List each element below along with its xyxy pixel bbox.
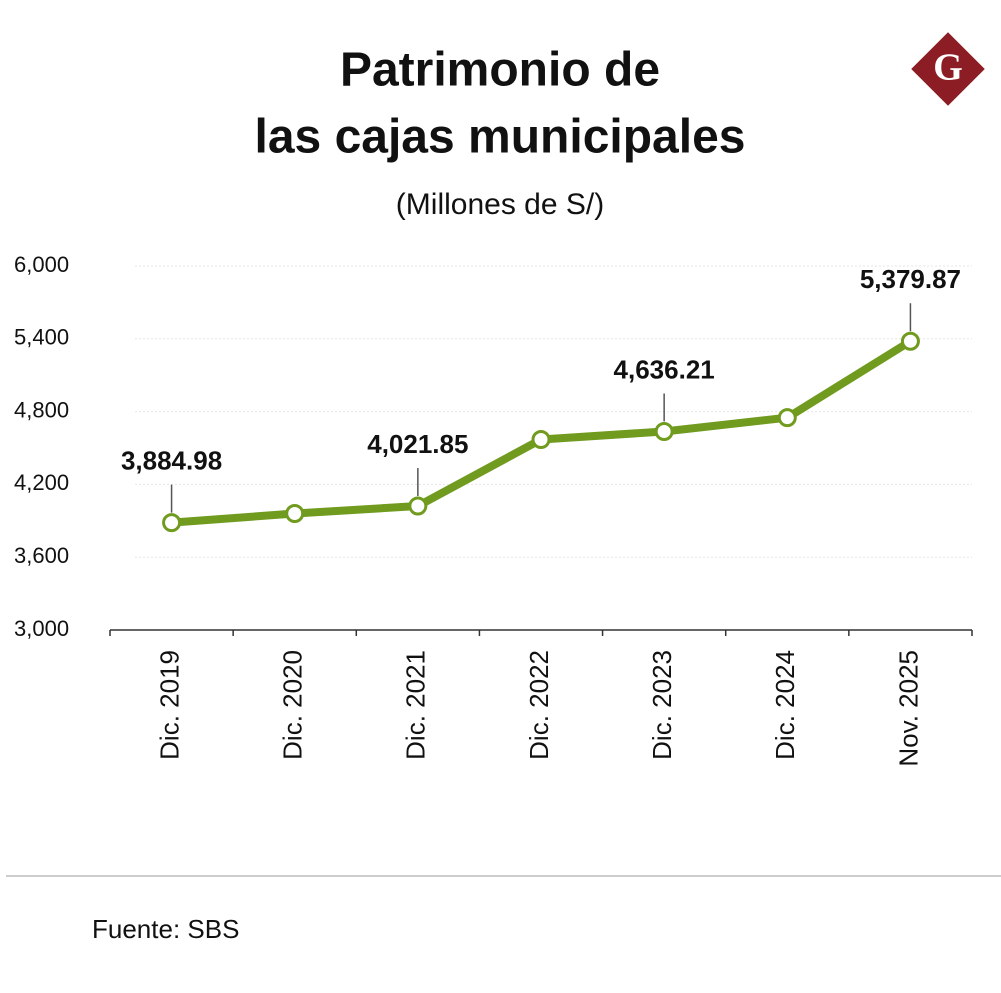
data-point bbox=[777, 408, 797, 428]
x-tick-label: Dic. 2019 bbox=[154, 650, 184, 760]
x-tick-label: Dic. 2020 bbox=[278, 650, 308, 760]
value-label: 3,884.98 bbox=[121, 445, 222, 475]
x-tick-label: Nov. 2025 bbox=[893, 650, 923, 767]
data-point bbox=[408, 496, 428, 516]
value-label: 5,379.87 bbox=[860, 264, 961, 294]
chart-subtitle: (Millones de S/) bbox=[396, 188, 604, 221]
x-tick-label: Dic. 2023 bbox=[647, 650, 677, 760]
x-tick-label: Dic. 2022 bbox=[524, 650, 554, 760]
data-point bbox=[285, 504, 305, 524]
data-point bbox=[900, 331, 920, 351]
y-tick-label: 4,800 bbox=[14, 397, 69, 422]
y-tick-label: 6,000 bbox=[14, 252, 69, 277]
y-tick-label: 3,000 bbox=[14, 616, 69, 641]
value-label: 4,021.85 bbox=[367, 429, 468, 459]
data-point bbox=[162, 513, 182, 533]
logo: G bbox=[911, 32, 985, 106]
logo-diamond bbox=[911, 32, 985, 106]
x-tick-label: Dic. 2021 bbox=[401, 650, 431, 760]
y-tick-label: 4,200 bbox=[14, 470, 69, 495]
x-tick-label: Dic. 2024 bbox=[770, 650, 800, 760]
data-point bbox=[531, 430, 551, 450]
chart-title: Patrimonio de bbox=[340, 44, 660, 97]
logo-letter: G bbox=[933, 47, 963, 89]
source: Fuente: SBS bbox=[92, 914, 239, 944]
chart-title: las cajas municipales bbox=[255, 111, 746, 164]
y-tick-label: 5,400 bbox=[14, 325, 69, 350]
y-tick-label: 3,600 bbox=[14, 543, 69, 568]
data-point bbox=[654, 421, 674, 441]
value-label: 4,636.21 bbox=[614, 354, 715, 384]
